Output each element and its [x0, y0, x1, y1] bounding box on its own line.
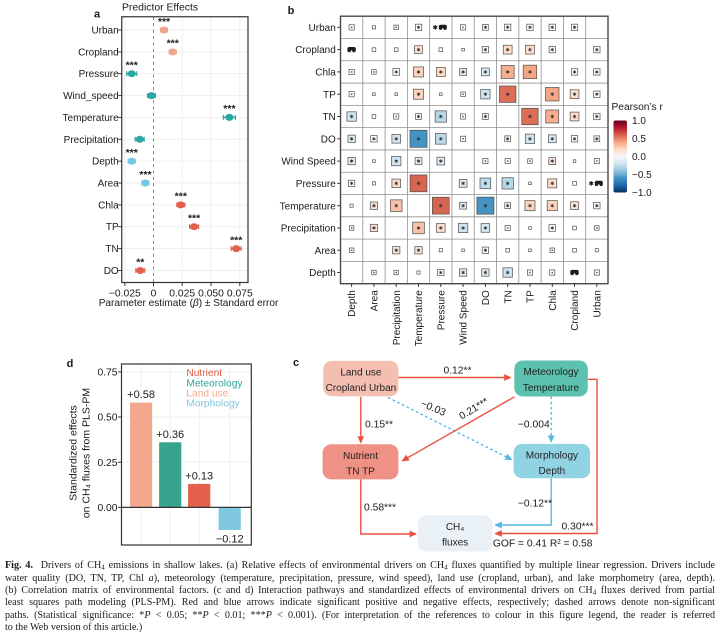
svg-text:***: ***: [223, 103, 236, 115]
svg-text:***: ***: [139, 169, 152, 181]
svg-text:Wind_speed: Wind_speed: [63, 91, 119, 102]
svg-text:Temperature: Temperature: [414, 290, 425, 347]
svg-text:−0.03: −0.03: [419, 399, 448, 419]
svg-text:Urban: Urban: [309, 23, 336, 34]
svg-text:Urban: Urban: [91, 26, 118, 37]
svg-text:0: 0: [151, 288, 157, 299]
svg-text:−0.12: −0.12: [216, 534, 244, 546]
svg-text:Parameter estimate (β) ± Stand: Parameter estimate (β) ± Standard error: [99, 298, 279, 309]
svg-text:Pressure: Pressure: [79, 69, 119, 80]
svg-text:−0.004: −0.004: [518, 420, 550, 431]
svg-text:***: ***: [158, 16, 171, 28]
svg-text:Depth: Depth: [347, 290, 358, 317]
svg-text:***: ***: [167, 38, 180, 50]
svg-text:Pearson’s r: Pearson’s r: [612, 102, 664, 113]
svg-text:b: b: [288, 5, 295, 17]
svg-text:−0.12**: −0.12**: [518, 499, 552, 510]
svg-text:***: ***: [126, 147, 139, 159]
svg-text:Wind Speed: Wind Speed: [459, 290, 470, 344]
svg-text:Chla: Chla: [315, 68, 336, 79]
svg-text:CH₄: CH₄: [446, 522, 465, 533]
svg-text:Morphology: Morphology: [186, 399, 240, 410]
svg-text:***: ***: [126, 60, 139, 72]
svg-text:Meteorology: Meteorology: [186, 378, 243, 389]
svg-text:Nutrient: Nutrient: [343, 451, 378, 462]
svg-text:0.15**: 0.15**: [365, 420, 393, 431]
svg-text:Chla: Chla: [98, 200, 119, 211]
svg-text:DO: DO: [104, 266, 119, 277]
svg-text:Land use: Land use: [340, 368, 382, 379]
svg-text:Area: Area: [370, 290, 381, 312]
svg-text:0.0: 0.0: [632, 152, 646, 163]
svg-text:Cropland: Cropland: [570, 290, 581, 331]
svg-text:TN: TN: [105, 244, 118, 255]
svg-text:on CH₄ fluxes from PLS-PM: on CH₄ fluxes from PLS-PM: [81, 388, 93, 518]
svg-text:fluxes: fluxes: [442, 538, 468, 549]
svg-text:0.25: 0.25: [97, 458, 117, 469]
svg-text:0.5: 0.5: [632, 134, 646, 145]
svg-text:Precipitation: Precipitation: [64, 135, 119, 146]
svg-text:Precipitation: Precipitation: [281, 224, 336, 235]
svg-text:Cropland: Cropland: [78, 47, 119, 58]
svg-text:TN: TN: [503, 290, 514, 303]
svg-text:Urban: Urban: [592, 290, 603, 317]
svg-text:TP: TP: [106, 222, 119, 233]
svg-text:Area: Area: [98, 179, 120, 190]
svg-text:0.050: 0.050: [198, 288, 224, 299]
svg-text:−0.5: −0.5: [632, 170, 652, 181]
svg-text:Temperature: Temperature: [523, 383, 580, 394]
svg-text:Temperature: Temperature: [63, 113, 120, 124]
svg-text:0.12**: 0.12**: [443, 366, 471, 377]
svg-text:Standardized effects: Standardized effects: [68, 405, 80, 501]
svg-text:Pressure: Pressure: [436, 290, 447, 330]
svg-text:Area: Area: [315, 246, 337, 257]
svg-text:1.0: 1.0: [632, 116, 646, 127]
svg-text:0.025: 0.025: [169, 288, 195, 299]
svg-text:+0.36: +0.36: [156, 429, 184, 441]
svg-text:TN: TN: [322, 112, 335, 123]
svg-text:0.58***: 0.58***: [364, 503, 396, 514]
svg-text:0.75: 0.75: [97, 368, 117, 379]
svg-text:0.50: 0.50: [97, 413, 117, 424]
svg-text:Wind Speed: Wind Speed: [281, 157, 335, 168]
svg-text:Temperature: Temperature: [280, 201, 337, 212]
svg-text:Depth: Depth: [92, 157, 119, 168]
svg-text:DO: DO: [321, 134, 336, 145]
svg-text:c: c: [293, 357, 299, 369]
svg-text:Predictor Effects: Predictor Effects: [122, 3, 198, 14]
svg-text:Land use: Land use: [186, 389, 228, 400]
svg-text:−0.025: −0.025: [109, 288, 141, 299]
svg-text:+0.13: +0.13: [185, 470, 213, 482]
svg-text:**: **: [136, 256, 145, 268]
svg-text:TN TP: TN TP: [346, 467, 375, 478]
svg-text:Depth: Depth: [309, 268, 336, 279]
svg-text:***: ***: [175, 191, 188, 203]
svg-text:−1.0: −1.0: [632, 188, 652, 199]
svg-text:Meteorology: Meteorology: [523, 367, 578, 378]
svg-text:Precipitation: Precipitation: [392, 290, 403, 345]
svg-text:***: ***: [230, 234, 243, 246]
svg-text:0.21***: 0.21***: [458, 396, 491, 422]
svg-text:***: ***: [188, 213, 201, 225]
svg-text:0.075: 0.075: [227, 288, 253, 299]
svg-text:DO: DO: [481, 290, 492, 305]
svg-text:Nutrient: Nutrient: [186, 368, 222, 379]
svg-text:a: a: [94, 9, 101, 21]
svg-text:0.00: 0.00: [97, 503, 117, 514]
svg-text:GOF = 0.41 R² = 0.58: GOF = 0.41 R² = 0.58: [493, 539, 593, 550]
svg-text:+0.58: +0.58: [127, 389, 155, 401]
svg-text:TP: TP: [323, 90, 336, 101]
svg-text:d: d: [67, 358, 74, 370]
svg-text:Cropland Urban: Cropland Urban: [326, 383, 397, 394]
svg-text:Pressure: Pressure: [296, 179, 336, 190]
svg-text:Chla: Chla: [548, 290, 559, 311]
svg-text:Depth: Depth: [539, 466, 566, 477]
svg-text:Morphology: Morphology: [526, 451, 578, 462]
svg-text:Cropland: Cropland: [295, 45, 336, 56]
svg-text:0.30***: 0.30***: [562, 522, 594, 533]
svg-text:TP: TP: [526, 290, 537, 303]
